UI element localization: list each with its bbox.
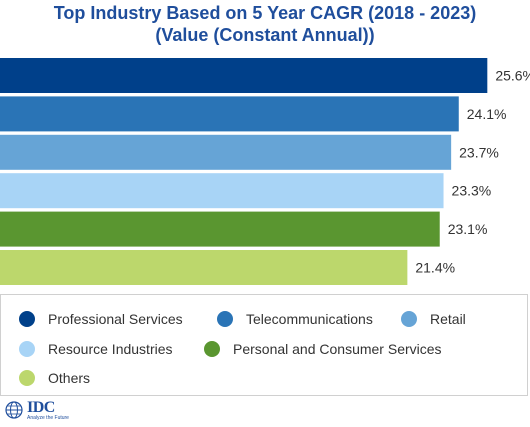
legend-item-retail: Retail — [401, 309, 466, 329]
legend-label: Others — [48, 370, 91, 386]
bar-professional-services — [0, 58, 488, 93]
chart-legend: Professional Services Telecommunications… — [0, 294, 528, 396]
chart-title-line1: Top Industry Based on 5 Year CAGR (2018 … — [53, 3, 477, 23]
data-label-telecommunications: 24.1% — [467, 106, 507, 122]
legend-item-others: Others — [19, 368, 90, 388]
legend-label: Retail — [430, 311, 466, 327]
legend-label: Professional Services — [48, 311, 183, 327]
legend-swatch — [401, 311, 417, 327]
bar-resource-industries — [0, 173, 444, 209]
data-label-others: 21.4% — [415, 260, 455, 276]
legend-label: Personal and Consumer Services — [233, 341, 442, 357]
legend-item-personal-and-consumer-services: Personal and Consumer Services — [204, 339, 442, 359]
legend-label: Resource Industries — [48, 341, 173, 357]
logo-tagline: Analyze the Future — [27, 415, 69, 421]
bar-telecommunications — [0, 96, 459, 132]
data-label-personal-and-consumer-services: 23.1% — [448, 221, 488, 237]
legend-swatch — [217, 311, 233, 327]
legend-swatch — [19, 311, 35, 327]
bar-personal-and-consumer-services — [0, 211, 440, 247]
data-label-resource-industries: 23.3% — [452, 183, 492, 199]
legend-swatch — [204, 341, 220, 357]
legend-item-professional-services: Professional Services — [19, 309, 183, 329]
legend-item-telecommunications: Telecommunications — [217, 309, 373, 329]
globe-icon — [5, 401, 23, 419]
data-label-professional-services: 25.6% — [495, 68, 530, 84]
chart-title: Top Industry Based on 5 Year CAGR (2018 … — [0, 2, 530, 46]
idc-logo: IDC Analyze the Future — [5, 400, 75, 424]
bar-others — [0, 250, 408, 285]
legend-swatch — [19, 341, 35, 357]
chart-subtitle: (Value (Constant Annual)) — [155, 25, 375, 45]
bar-chart: 25.6% 24.1% 23.7% 23.3% 23.1% 21.4% — [0, 58, 530, 285]
legend-swatch — [19, 370, 35, 386]
bar-retail — [0, 134, 452, 170]
data-label-retail: 23.7% — [459, 144, 499, 160]
logo-wordmark: IDC — [27, 399, 55, 416]
legend-item-resource-industries: Resource Industries — [19, 339, 173, 359]
legend-label: Telecommunications — [246, 311, 373, 327]
